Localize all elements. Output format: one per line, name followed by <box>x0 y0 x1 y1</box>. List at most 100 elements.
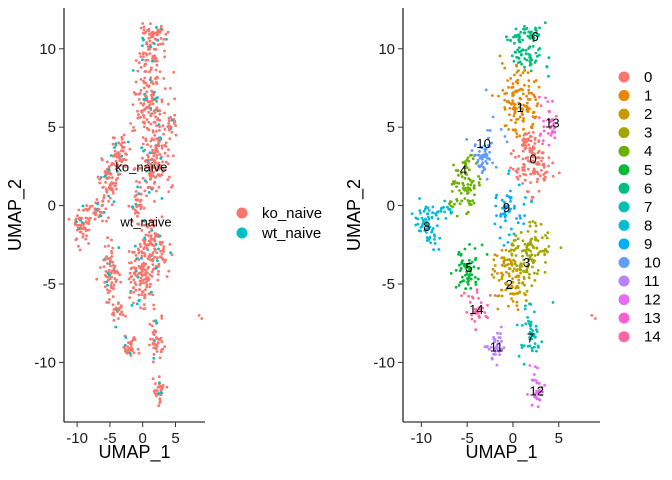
data-point <box>511 82 515 86</box>
data-point <box>150 66 153 70</box>
data-point <box>73 223 77 226</box>
data-point <box>141 58 144 62</box>
data-point <box>122 133 126 137</box>
data-point <box>458 202 462 206</box>
data-point <box>133 211 137 215</box>
data-point <box>533 378 536 382</box>
data-point <box>142 98 146 101</box>
y-axis-title: UMAP_2 <box>5 179 26 251</box>
data-point <box>119 305 123 309</box>
data-point <box>486 303 489 307</box>
data-point <box>534 335 537 339</box>
data-point <box>146 153 150 157</box>
data-point <box>136 109 139 113</box>
y-tick-label: 10 <box>378 41 395 58</box>
data-point <box>76 228 79 232</box>
data-point <box>551 161 555 165</box>
data-point <box>154 343 157 347</box>
data-point <box>152 223 156 227</box>
data-point <box>104 270 108 273</box>
data-point <box>500 288 504 292</box>
data-point <box>590 314 594 317</box>
data-point <box>540 169 543 172</box>
data-point <box>499 348 503 352</box>
data-point <box>510 297 513 301</box>
data-point <box>105 160 109 164</box>
data-point <box>533 236 537 239</box>
x-tick-label: -5 <box>103 430 116 447</box>
data-point <box>467 168 471 172</box>
data-point <box>526 266 529 269</box>
data-point <box>475 291 479 294</box>
data-point <box>160 252 164 256</box>
data-point <box>154 115 157 119</box>
data-point <box>527 258 530 262</box>
data-point <box>507 86 510 89</box>
data-point <box>154 148 157 151</box>
data-point <box>107 216 110 220</box>
data-point <box>164 32 168 36</box>
data-point <box>520 324 524 327</box>
data-point <box>514 155 517 159</box>
data-point <box>159 388 163 391</box>
data-point <box>477 175 480 178</box>
data-point <box>473 153 477 157</box>
data-point <box>471 157 475 161</box>
data-point <box>481 161 485 165</box>
data-point <box>117 246 121 250</box>
data-point <box>133 244 137 248</box>
data-point <box>88 205 92 208</box>
data-point <box>515 269 518 273</box>
data-point <box>149 76 153 80</box>
data-point <box>200 317 204 320</box>
x-tick-label: -10 <box>410 430 432 447</box>
data-point <box>166 154 170 158</box>
data-point <box>473 193 476 197</box>
data-point <box>165 275 169 278</box>
data-point <box>469 277 473 281</box>
data-point <box>521 113 524 117</box>
data-point <box>531 122 535 126</box>
data-point <box>509 197 512 200</box>
data-point <box>541 139 545 143</box>
data-point <box>145 194 149 198</box>
data-point <box>157 404 161 407</box>
data-point <box>500 248 504 252</box>
data-point <box>124 158 128 162</box>
data-point <box>150 290 153 294</box>
data-point <box>518 268 522 272</box>
data-point <box>145 118 149 121</box>
data-point <box>140 281 143 284</box>
data-point <box>149 162 153 166</box>
data-point <box>124 336 128 339</box>
data-point <box>110 238 113 242</box>
data-point <box>505 194 509 198</box>
data-point <box>131 103 135 106</box>
data-point <box>160 340 164 344</box>
data-point <box>87 219 91 223</box>
data-point <box>170 185 173 189</box>
data-point <box>499 325 503 329</box>
data-point <box>530 253 534 257</box>
data-point <box>527 88 531 92</box>
data-point <box>530 284 534 288</box>
data-point <box>153 180 157 184</box>
data-point <box>473 310 477 314</box>
data-point <box>139 26 143 30</box>
data-point <box>134 59 138 62</box>
data-point <box>511 277 514 280</box>
data-point <box>147 128 151 132</box>
data-point <box>134 80 138 84</box>
data-point <box>553 136 557 140</box>
data-point <box>154 175 158 179</box>
data-point <box>153 90 156 94</box>
data-point <box>487 347 491 351</box>
data-point <box>514 121 517 124</box>
data-point <box>75 223 79 227</box>
data-point <box>537 162 541 166</box>
data-point <box>515 132 519 136</box>
data-point <box>95 277 99 281</box>
data-point <box>438 236 442 240</box>
data-point <box>93 217 97 221</box>
x-axis-title: UMAP_1 <box>98 442 170 463</box>
